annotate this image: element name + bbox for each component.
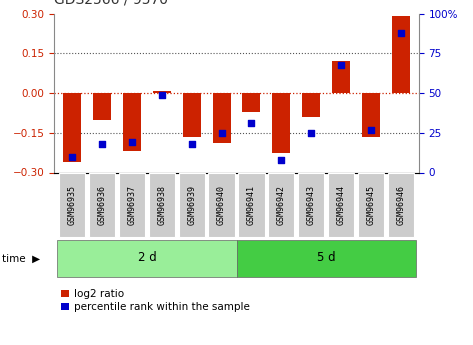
Text: GSM96944: GSM96944 (336, 185, 345, 225)
Text: GSM96939: GSM96939 (187, 185, 196, 225)
Bar (298, 173, 324, 237)
Bar (183, 93, 201, 137)
Legend: log2 ratio, percentile rank within the sample: log2 ratio, percentile rank within the s… (60, 288, 251, 313)
Bar (59, 173, 86, 237)
Bar (119, 173, 145, 237)
Bar (302, 93, 320, 117)
Bar (238, 173, 264, 237)
Bar (358, 173, 384, 237)
Text: GSM96943: GSM96943 (307, 185, 315, 225)
Point (367, 127, 375, 132)
Point (69, 154, 76, 159)
Point (218, 130, 225, 136)
Bar (57, 240, 236, 277)
Text: GSM96946: GSM96946 (396, 185, 405, 225)
Point (188, 141, 195, 147)
Point (98, 141, 106, 147)
Bar (93, 93, 111, 120)
Text: time  ▶: time ▶ (2, 254, 41, 264)
Bar (243, 93, 260, 112)
Bar (272, 93, 290, 152)
Point (158, 92, 166, 98)
Text: GSM96940: GSM96940 (217, 185, 226, 225)
Text: GSM96935: GSM96935 (68, 185, 77, 225)
Bar (236, 240, 416, 277)
Point (278, 157, 285, 162)
Bar (392, 17, 410, 93)
Bar (387, 173, 414, 237)
Point (128, 140, 136, 145)
Bar (362, 93, 380, 137)
Text: 5 d: 5 d (317, 252, 335, 264)
Point (397, 30, 404, 36)
Text: GSM96937: GSM96937 (128, 185, 137, 225)
Bar (89, 173, 115, 237)
Bar (332, 61, 350, 93)
Point (307, 130, 315, 136)
Text: GSM96945: GSM96945 (367, 185, 376, 225)
Bar (123, 93, 141, 151)
Text: 2 d: 2 d (138, 252, 156, 264)
Text: GSM96941: GSM96941 (247, 185, 256, 225)
Bar (328, 173, 354, 237)
Point (248, 120, 255, 126)
Bar (209, 173, 235, 237)
Text: GSM96942: GSM96942 (277, 185, 286, 225)
Bar (149, 173, 175, 237)
Bar (179, 173, 205, 237)
Bar (153, 90, 171, 93)
Text: GSM96936: GSM96936 (97, 185, 106, 225)
Bar (268, 173, 294, 237)
Text: GDS2566 / 9570: GDS2566 / 9570 (54, 0, 168, 7)
Bar (213, 93, 230, 144)
Point (337, 62, 345, 67)
Text: GSM96938: GSM96938 (158, 185, 166, 225)
Bar (63, 93, 81, 162)
